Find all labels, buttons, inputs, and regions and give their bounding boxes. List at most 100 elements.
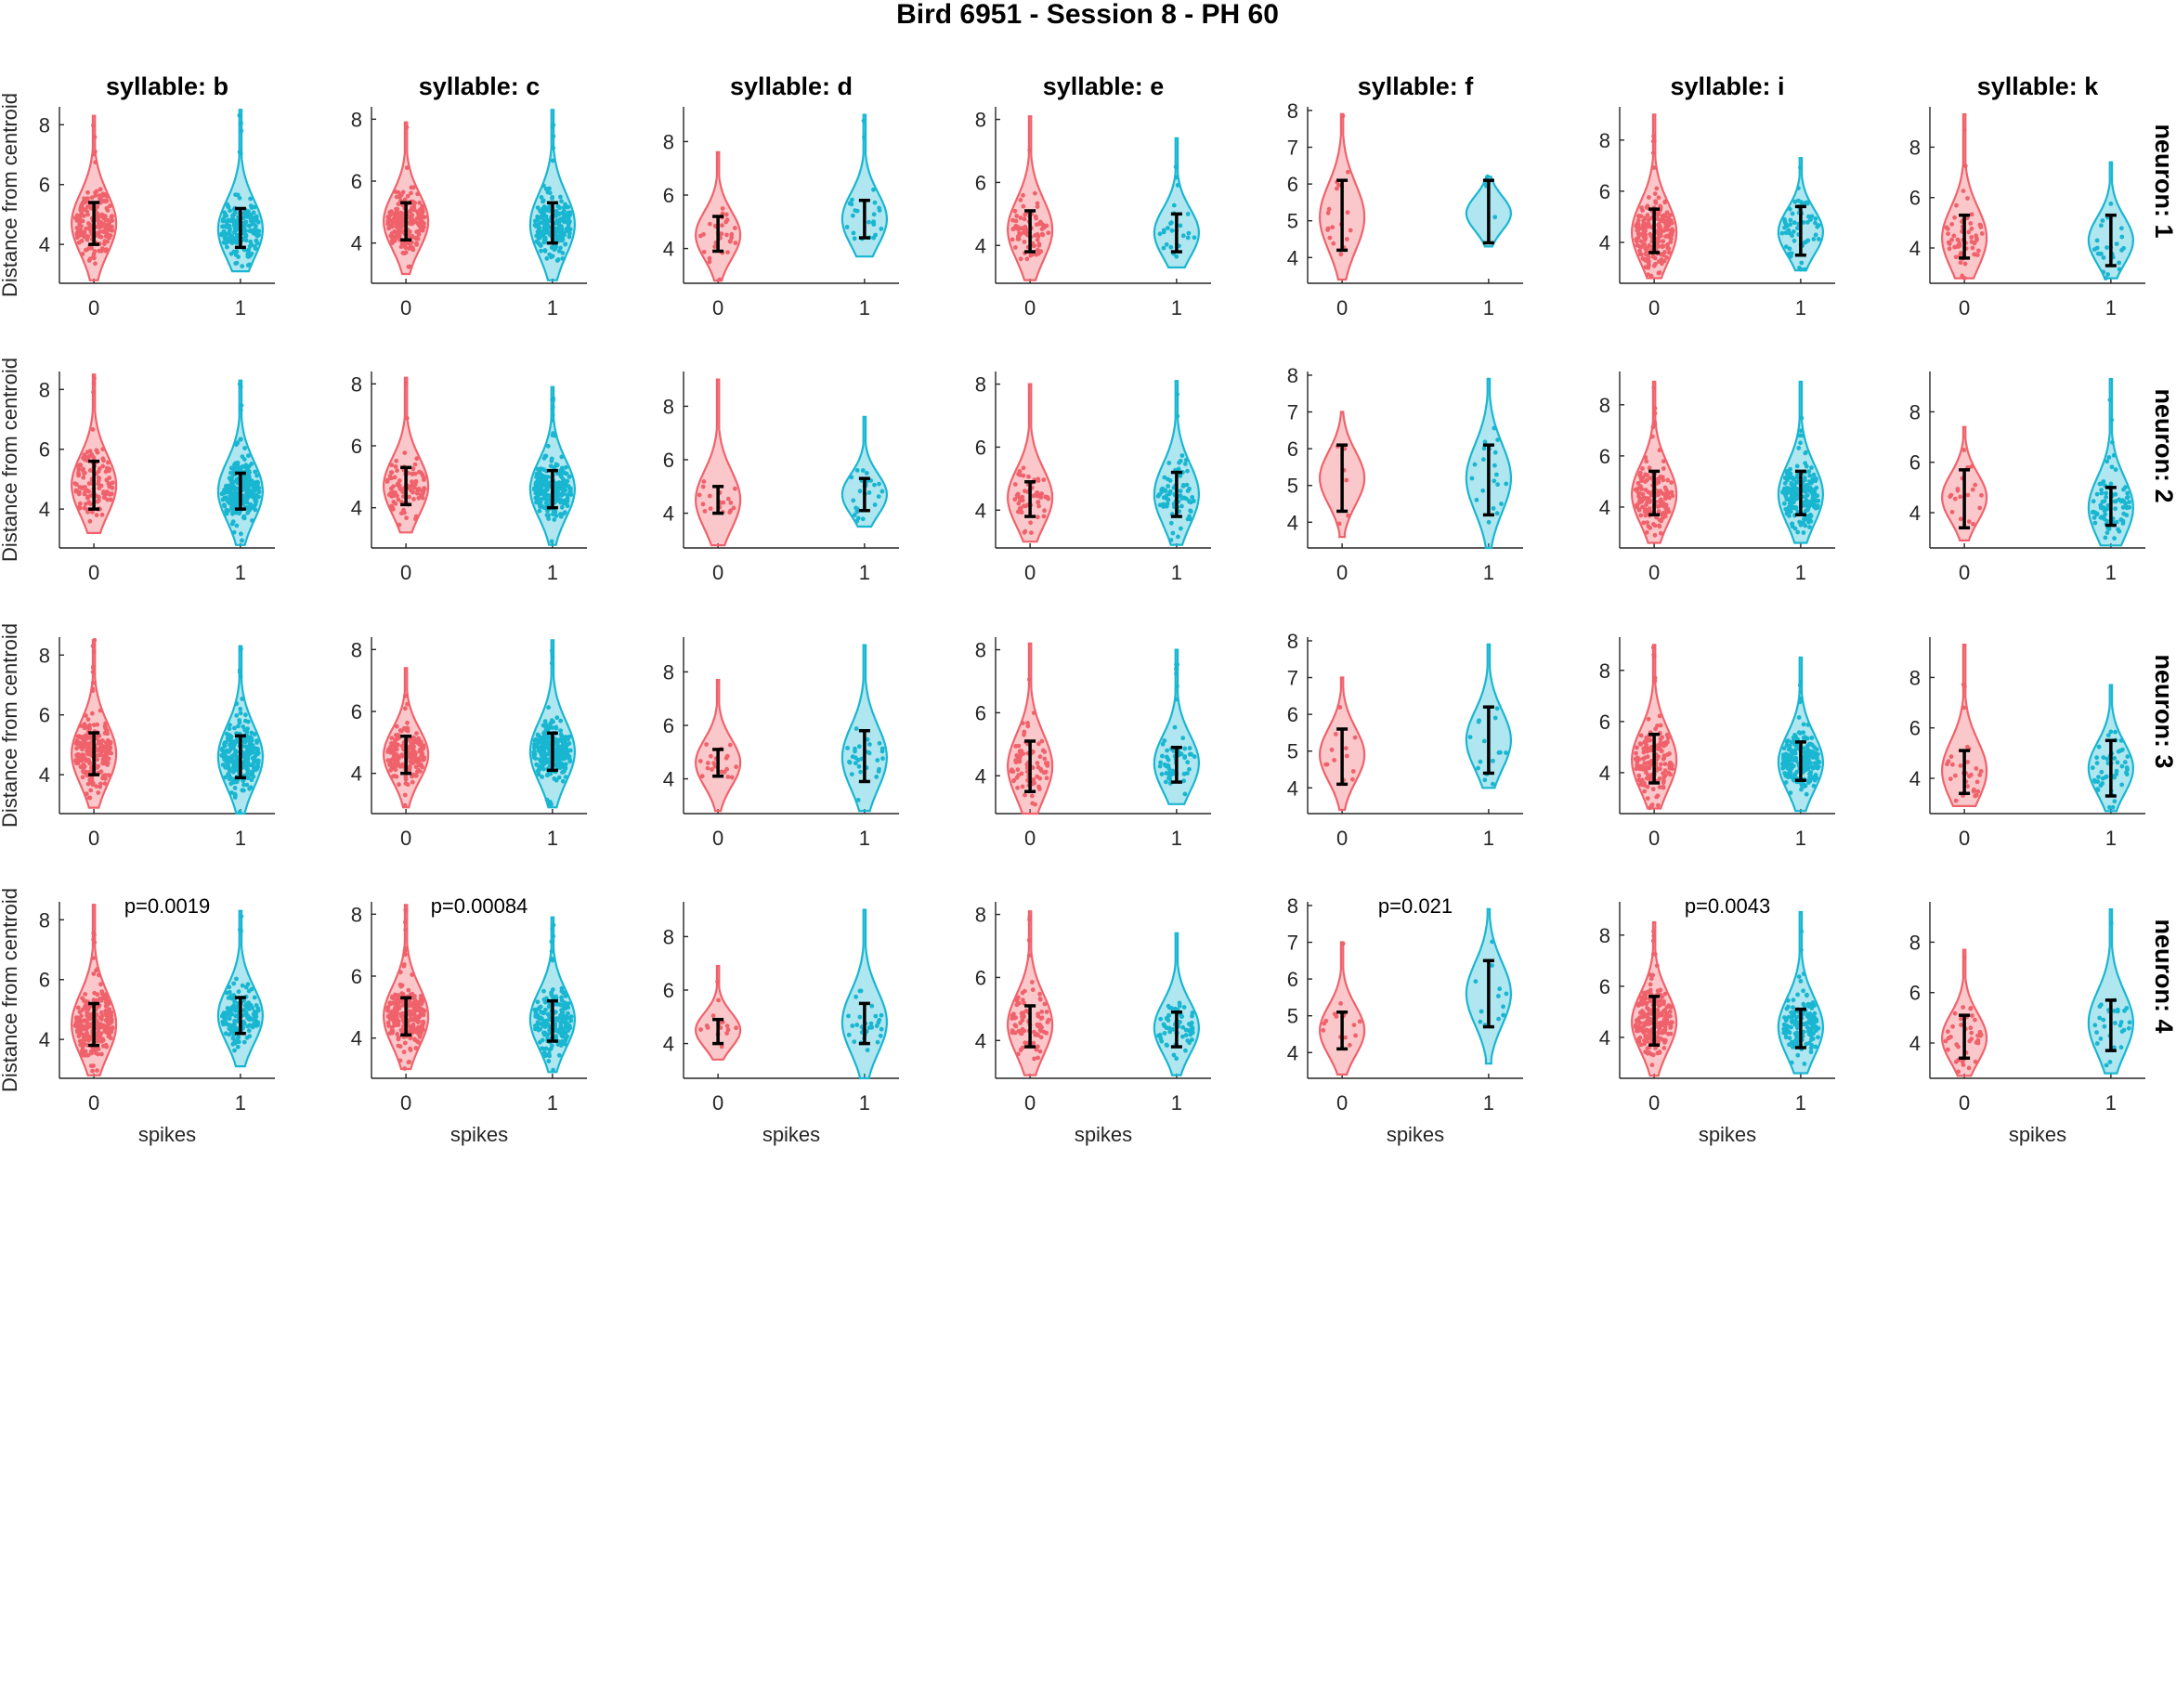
data-point (97, 734, 102, 738)
y-tick-label: 6 (975, 701, 986, 724)
data-point (83, 992, 88, 997)
x-tick-label: 0 (88, 561, 99, 584)
data-point (232, 236, 238, 241)
x-tick-label: 1 (2105, 561, 2117, 584)
data-point (2115, 760, 2120, 765)
data-point (1641, 520, 1647, 526)
data-point (1017, 750, 1023, 755)
data-point (417, 200, 423, 205)
y-tick-label: 6 (1599, 445, 1610, 468)
data-point (101, 229, 107, 235)
data-point (1643, 228, 1648, 234)
data-point (708, 221, 712, 227)
data-point (1652, 420, 1657, 424)
data-point (1181, 778, 1187, 784)
y-tick-label: 6 (1909, 717, 1921, 740)
data-point (1492, 450, 1498, 455)
data-point (95, 499, 100, 504)
data-point (83, 1004, 87, 1010)
data-point (2112, 799, 2117, 804)
data-point (242, 739, 248, 745)
data-point (1784, 477, 1790, 483)
data-point (1644, 459, 1649, 464)
data-point (871, 187, 876, 192)
data-point (1784, 739, 1790, 744)
data-point (1650, 150, 1656, 156)
data-point (1494, 511, 1500, 516)
data-point (1647, 465, 1652, 471)
data-point (1812, 504, 1817, 509)
data-point (1187, 499, 1192, 503)
y-tick-label: 4 (975, 234, 986, 257)
data-point (91, 389, 96, 395)
data-point (246, 247, 252, 253)
data-point (104, 728, 110, 734)
data-point (100, 757, 106, 763)
data-point (2113, 491, 2118, 497)
data-point (559, 454, 565, 460)
data-point (533, 224, 539, 229)
data-point (1801, 520, 1806, 525)
data-point (562, 471, 567, 476)
column-title-1: syllable: b (106, 72, 228, 100)
data-point (554, 777, 559, 783)
data-point (545, 205, 551, 211)
data-point (1635, 221, 1640, 227)
data-point (1969, 235, 1974, 240)
data-point (1813, 763, 1818, 767)
data-point (420, 747, 425, 751)
data-point (1189, 751, 1193, 757)
data-point (233, 748, 238, 753)
data-point (1781, 756, 1786, 762)
data-point (412, 462, 418, 467)
data-point (2108, 481, 2114, 487)
data-point (1787, 230, 1792, 236)
data-point (226, 508, 231, 514)
data-point (1165, 501, 1170, 506)
data-point (1031, 711, 1036, 715)
data-point (1650, 645, 1656, 650)
data-point (1650, 787, 1656, 792)
data-point (1641, 746, 1647, 751)
data-point (395, 468, 399, 474)
data-point (2109, 417, 2115, 423)
data-point (1164, 241, 1169, 247)
data-point (1786, 760, 1792, 765)
data-point (1962, 163, 1968, 169)
data-point (551, 512, 555, 517)
data-point (541, 221, 547, 227)
data-point (238, 122, 243, 127)
data-point (540, 748, 544, 753)
data-point (241, 211, 247, 216)
data-point (107, 491, 112, 497)
data-point (1165, 748, 1169, 753)
data-point (2105, 502, 2111, 508)
data-point (247, 243, 253, 249)
data-point (541, 217, 546, 223)
data-point (534, 233, 540, 239)
data-point (1958, 253, 1963, 258)
data-point (533, 756, 539, 761)
data-point (2114, 241, 2119, 246)
data-point (565, 219, 570, 225)
data-point (1171, 202, 1177, 208)
data-point (256, 489, 262, 495)
data-point (1636, 773, 1642, 778)
data-point (877, 740, 882, 746)
data-point (559, 227, 565, 232)
data-point (2111, 452, 2117, 458)
data-point (82, 1041, 87, 1047)
data-point (237, 720, 242, 725)
data-point (1348, 228, 1353, 233)
data-point (560, 770, 565, 775)
data-point (389, 463, 395, 468)
data-point (228, 251, 234, 256)
data-point (98, 745, 103, 750)
data-point (1636, 507, 1642, 513)
data-point (245, 478, 251, 484)
data-point (223, 212, 228, 217)
data-point (1973, 482, 1978, 488)
data-point (1160, 741, 1166, 747)
